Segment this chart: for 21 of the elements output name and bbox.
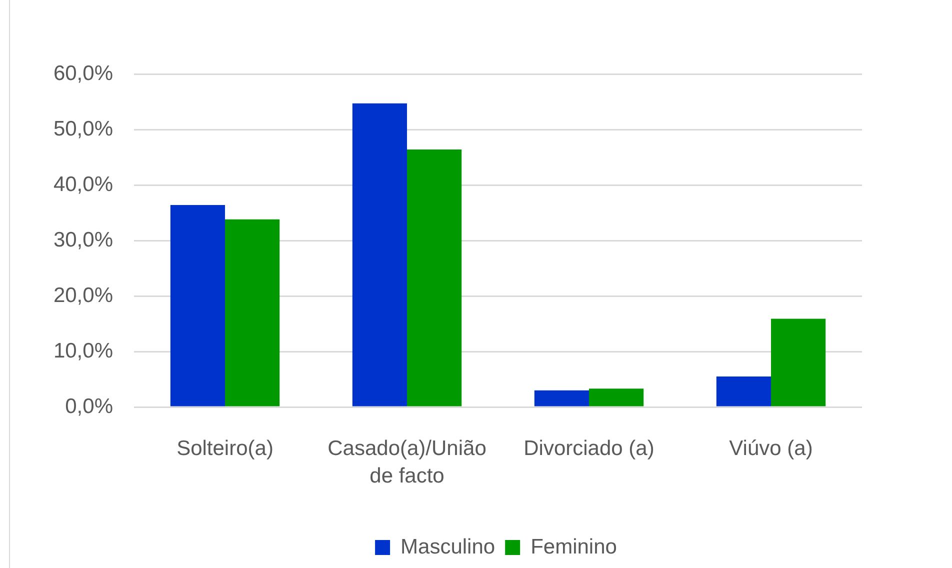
y-tick-label: 60,0% — [53, 62, 113, 85]
bar — [771, 318, 826, 406]
bar — [534, 390, 589, 406]
x-tick-label: Casado(a)/União de facto — [328, 436, 486, 488]
y-tick-label: 50,0% — [53, 117, 113, 140]
y-tick-label: 40,0% — [53, 172, 113, 196]
x-tick-label: Solteiro(a) — [176, 436, 274, 460]
x-tick-label: Divorciado (a) — [524, 436, 654, 460]
x-tick-label: Viúvo (a) — [729, 436, 813, 460]
bar — [589, 388, 644, 406]
y-tick-label: 0,0% — [65, 394, 113, 418]
bar — [225, 219, 280, 406]
legend-label: Masculino — [400, 535, 496, 558]
y-tick-label: 20,0% — [53, 284, 113, 307]
bar — [170, 204, 225, 406]
bar — [407, 149, 462, 406]
y-tick-label: 30,0% — [53, 228, 113, 252]
bar — [352, 103, 407, 406]
y-tick-label: 10,0% — [53, 339, 113, 362]
bar — [716, 376, 771, 406]
legend-label: Feminino — [530, 535, 617, 558]
